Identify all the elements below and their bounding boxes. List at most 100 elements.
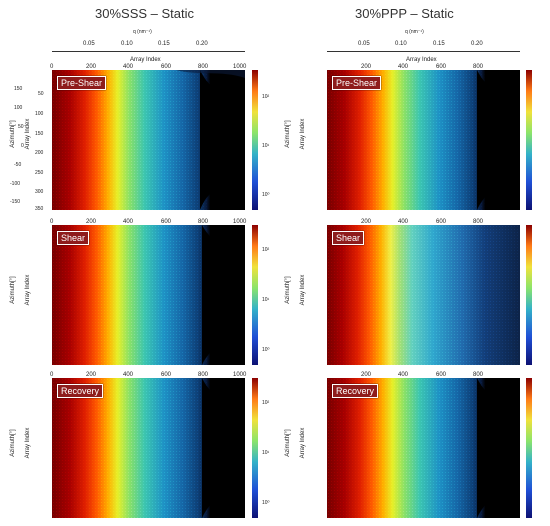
colorbar-right-1 — [526, 70, 532, 210]
array-index-label-right: Array Index — [406, 57, 437, 63]
x-tick-right-1-400: 400 — [398, 64, 409, 70]
x-tick-left-1-200: 200 — [86, 64, 97, 70]
right-panel-1: 200 400 600 800 Pre-Shear — [327, 64, 532, 210]
q-axis-label-right: q (nm⁻¹) — [405, 29, 424, 35]
index-tick: 150 — [35, 131, 44, 137]
x-tick-right-3-600: 600 — [436, 372, 447, 378]
panel-label: Shear — [332, 231, 365, 245]
heatmap-left-shear: Shear — [52, 225, 245, 365]
colorbar-tick: 10¹ — [262, 143, 270, 149]
panel-label: Pre-Shear — [57, 76, 107, 90]
left-panel-2: 0 200 400 600 800 1000 Shear 10² 10¹ 10⁰ — [50, 219, 270, 365]
colorbar-left-3 — [252, 378, 258, 518]
left-index-label-2: Array Index — [25, 274, 31, 306]
index-tick: 250 — [35, 170, 44, 176]
right-index-label-3: Array Index — [300, 427, 306, 459]
x-tick-right-2-600: 600 — [436, 219, 447, 225]
colorbar-tick: 10² — [262, 94, 270, 100]
heatmap-right-recovery: Recovery — [327, 378, 520, 518]
x-tick-left-3-600: 600 — [161, 372, 172, 378]
x-tick-right-2-800: 800 — [473, 219, 484, 225]
colorbar-tick: 10² — [262, 400, 270, 406]
q-axis-line-left — [52, 51, 245, 52]
q-axis-line-right — [327, 51, 520, 52]
right-panel-3: 200 400 600 800 Recovery — [327, 372, 532, 518]
x-tick-left-2-200: 200 — [86, 219, 97, 225]
x-tick-left-3-200: 200 — [86, 372, 97, 378]
q-tick-label-right: 0.05 — [358, 41, 370, 47]
colorbar-right-3 — [526, 378, 532, 518]
right-azimuth-label-2: Azimuth[°] — [285, 276, 291, 304]
left-panel-1: 0 200 400 600 800 1000 Pre-Shear 10² 10¹… — [50, 64, 270, 210]
left-title: 30%SSS – Static — [95, 6, 194, 21]
x-tick-right-2-200: 200 — [361, 219, 372, 225]
x-tick-left-3-400: 400 — [123, 372, 134, 378]
azimuth-tick: 50 — [18, 124, 24, 130]
azimuth-tick: -150 — [10, 199, 21, 205]
azimuth-tick: 150 — [14, 86, 23, 92]
x-tick-left-2-800: 800 — [198, 219, 209, 225]
colorbar-tick: 10⁰ — [262, 500, 270, 506]
q-tick-label-left: 0.10 — [121, 41, 133, 47]
x-tick-left-1-0: 0 — [50, 64, 54, 70]
x-tick-right-3-400: 400 — [398, 372, 409, 378]
left-index-label-3: Array Index — [25, 427, 31, 459]
index-tick: 50 — [38, 91, 44, 97]
colorbar-tick: 10⁰ — [262, 192, 270, 198]
panel-label: Shear — [57, 231, 90, 245]
left-panel-3: 0 200 400 600 800 1000 Recovery 10² 10¹ … — [50, 372, 270, 518]
index-tick: 200 — [35, 150, 44, 156]
x-tick-right-3-200: 200 — [361, 372, 372, 378]
x-tick-left-1-800: 800 — [198, 64, 209, 70]
panel-label: Recovery — [57, 384, 104, 398]
q-tick-label-left: 0.20 — [196, 41, 208, 47]
x-tick-left-3-1000: 1000 — [233, 372, 247, 378]
colorbar-tick: 10¹ — [262, 450, 270, 456]
heatmap-left-preshear: Pre-Shear — [52, 70, 245, 210]
panel-label: Recovery — [332, 384, 379, 398]
azimuth-tick: -50 — [14, 162, 22, 168]
x-tick-left-3-800: 800 — [198, 372, 209, 378]
right-title: 30%PPP – Static — [355, 6, 454, 21]
colorbar-tick: 10¹ — [262, 297, 270, 303]
right-index-label-2: Array Index — [300, 274, 306, 306]
index-tick: 300 — [35, 189, 44, 195]
x-tick-right-1-800: 800 — [473, 64, 484, 70]
x-tick-right-1-600: 600 — [436, 64, 447, 70]
azimuth-tick: 100 — [14, 105, 23, 111]
azimuth-tick: 0 — [21, 143, 24, 149]
q-tick-label-left: 0.05 — [83, 41, 95, 47]
q-tick-label-left: 0.15 — [158, 41, 170, 47]
index-tick: 100 — [35, 111, 44, 117]
x-tick-right-2-400: 400 — [398, 219, 409, 225]
x-tick-left-2-0: 0 — [50, 219, 54, 225]
colorbar-tick: 10⁰ — [262, 347, 270, 353]
colorbar-right-2 — [526, 225, 532, 365]
right-panel-2: 200 400 600 800 Shear — [327, 219, 532, 365]
heatmap-right-shear: Shear — [327, 225, 520, 365]
heatmap-left-recovery: Recovery — [52, 378, 245, 518]
array-index-label-left: Array Index — [130, 57, 161, 63]
left-index-label-1: Array Index — [25, 118, 31, 150]
left-azimuth-label-3: Azimuth[°] — [10, 429, 16, 457]
colorbar-left-2 — [252, 225, 258, 365]
x-tick-left-2-400: 400 — [123, 219, 134, 225]
heatmap-right-preshear: Pre-Shear — [327, 70, 520, 210]
q-axis-label-left: q (nm⁻¹) — [133, 29, 152, 35]
left-azimuth-label-1: Azimuth[°] — [10, 120, 16, 148]
q-tick-label-right: 0.20 — [471, 41, 483, 47]
left-azimuth-label-2: Azimuth[°] — [10, 276, 16, 304]
x-tick-left-2-1000: 1000 — [233, 219, 247, 225]
q-tick-label-right: 0.10 — [395, 41, 407, 47]
x-tick-left-1-400: 400 — [123, 64, 134, 70]
q-tick-label-right: 0.15 — [433, 41, 445, 47]
x-tick-left-1-1000: 1000 — [233, 64, 247, 70]
x-tick-left-3-0: 0 — [50, 372, 54, 378]
x-tick-right-1-200: 200 — [361, 64, 372, 70]
index-tick: 350 — [35, 206, 44, 212]
right-index-label-1: Array Index — [300, 118, 306, 150]
x-tick-left-2-600: 600 — [161, 219, 172, 225]
colorbar-tick: 10² — [262, 247, 270, 253]
x-tick-right-3-800: 800 — [473, 372, 484, 378]
colorbar-left-1 — [252, 70, 258, 210]
